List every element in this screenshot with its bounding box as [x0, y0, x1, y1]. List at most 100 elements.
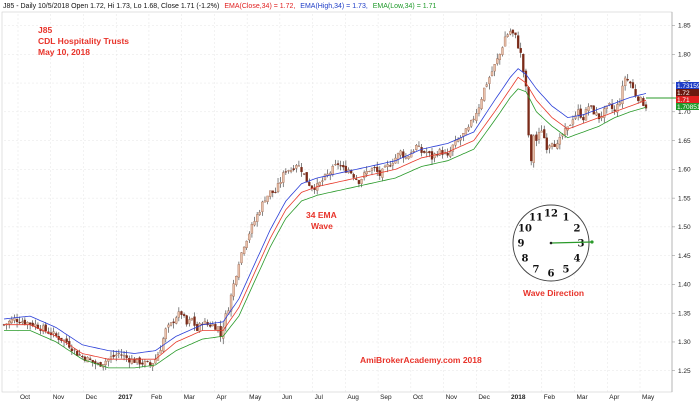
candle-body: [501, 47, 504, 55]
price-label-text: 1.71: [677, 97, 690, 104]
candle-body: [376, 166, 379, 172]
price-label-text: 1.72: [677, 90, 690, 97]
x-tick-label: Sep: [380, 394, 392, 401]
header-symbol-info: J85 - Daily 10/5/2018 Open 1.72, Hi 1.73…: [3, 3, 219, 10]
candle-body: [209, 324, 212, 327]
y-tick-label: 1.60: [678, 167, 691, 174]
header-ema-high: EMA(High,34) = 1.73,: [300, 3, 368, 10]
price-label-box: [676, 96, 699, 103]
candle-body: [146, 360, 149, 362]
clock-number: 6: [548, 269, 555, 280]
candle-body: [579, 108, 582, 118]
candle-body: [475, 113, 478, 121]
candle-body: [425, 151, 428, 154]
candle-body: [584, 108, 588, 121]
candle-body: [120, 354, 123, 356]
candle-body: [185, 315, 188, 325]
candle-body: [331, 166, 334, 175]
x-tick-label: Dec: [478, 394, 490, 401]
candle-body: [556, 143, 559, 149]
candle-body: [18, 321, 21, 324]
price-label-box: [676, 82, 699, 89]
y-tick-label: 1.80: [678, 51, 691, 58]
y-tick-label: 1.50: [678, 224, 691, 231]
candle-body: [28, 322, 32, 325]
candle-body: [282, 172, 285, 183]
candle-body: [456, 139, 460, 142]
candle-body: [255, 214, 259, 222]
candle-body: [148, 362, 152, 366]
candle-body: [128, 358, 131, 363]
x-tick-label: Mar: [184, 394, 196, 401]
x-tick-label: Oct: [20, 394, 30, 401]
candle-body: [629, 81, 632, 84]
candle-body: [65, 338, 68, 343]
candle-body: [159, 350, 162, 354]
candle-body: [561, 134, 564, 137]
candle-body: [493, 64, 496, 72]
candle-body: [253, 221, 256, 226]
candle-body: [271, 190, 274, 193]
candle-body: [15, 319, 19, 323]
candle-body: [483, 87, 486, 101]
clock-number: 3: [578, 239, 585, 250]
candle-body: [250, 224, 254, 234]
candle-body: [216, 326, 220, 332]
clock-number: 11: [529, 213, 543, 224]
candle-body: [543, 129, 546, 139]
candle-body: [396, 153, 400, 160]
candle-body: [23, 319, 27, 325]
candle-body: [99, 362, 102, 367]
candle-body: [503, 36, 507, 47]
candle-body: [36, 324, 40, 329]
clock-number: 5: [563, 265, 570, 276]
candle-body: [597, 113, 601, 120]
candle-body: [86, 357, 89, 363]
candle-body: [214, 324, 217, 330]
candle-body: [143, 361, 147, 366]
candle-body: [117, 353, 120, 355]
candle-body: [135, 358, 139, 363]
candle-body: [389, 165, 392, 167]
candle-body: [41, 325, 45, 332]
candle-body: [344, 165, 348, 173]
candle-body: [112, 354, 115, 357]
candle-body: [644, 104, 648, 109]
candle-body: [368, 170, 371, 173]
clock-number: 12: [544, 209, 558, 220]
candle-body: [289, 170, 293, 172]
candle-body: [266, 195, 269, 202]
candle-body: [138, 357, 141, 365]
candle-body: [329, 172, 332, 175]
candle-body: [595, 112, 598, 116]
candle-body: [587, 106, 590, 111]
clock-hand-tip: [590, 240, 594, 244]
ema-high-line: [3, 68, 647, 354]
candle-body: [553, 143, 556, 147]
candle-body: [373, 166, 376, 169]
candle-body: [480, 99, 483, 109]
candle-body: [276, 183, 280, 192]
candle-body: [415, 145, 418, 150]
candle-body: [167, 324, 170, 328]
candle-body: [355, 178, 358, 180]
header-ema-close: EMA(Close,34) = 1.72,: [224, 3, 295, 10]
header-line: J85 - Daily 10/5/2018 Open 1.72, Hi 1.73…: [3, 3, 436, 10]
candle-body: [34, 323, 37, 327]
x-tick-label: Feb: [151, 394, 163, 401]
clock-number: 9: [518, 239, 525, 250]
candle-body: [172, 321, 175, 324]
x-axis-ticks: Oct Nov Dec 2017 Feb Mar Apr May Jun Jul Aug Sep Oct…: [20, 394, 655, 401]
candle-body: [240, 252, 243, 264]
candle-body: [258, 212, 261, 215]
candle-body: [242, 246, 246, 254]
candle-body: [522, 53, 525, 73]
candle-body: [318, 182, 321, 186]
candle-body: [409, 152, 413, 158]
x-tick-label: Feb: [544, 394, 556, 401]
clock-number: 7: [533, 265, 540, 276]
y-tick-label: 1.25: [678, 368, 691, 375]
